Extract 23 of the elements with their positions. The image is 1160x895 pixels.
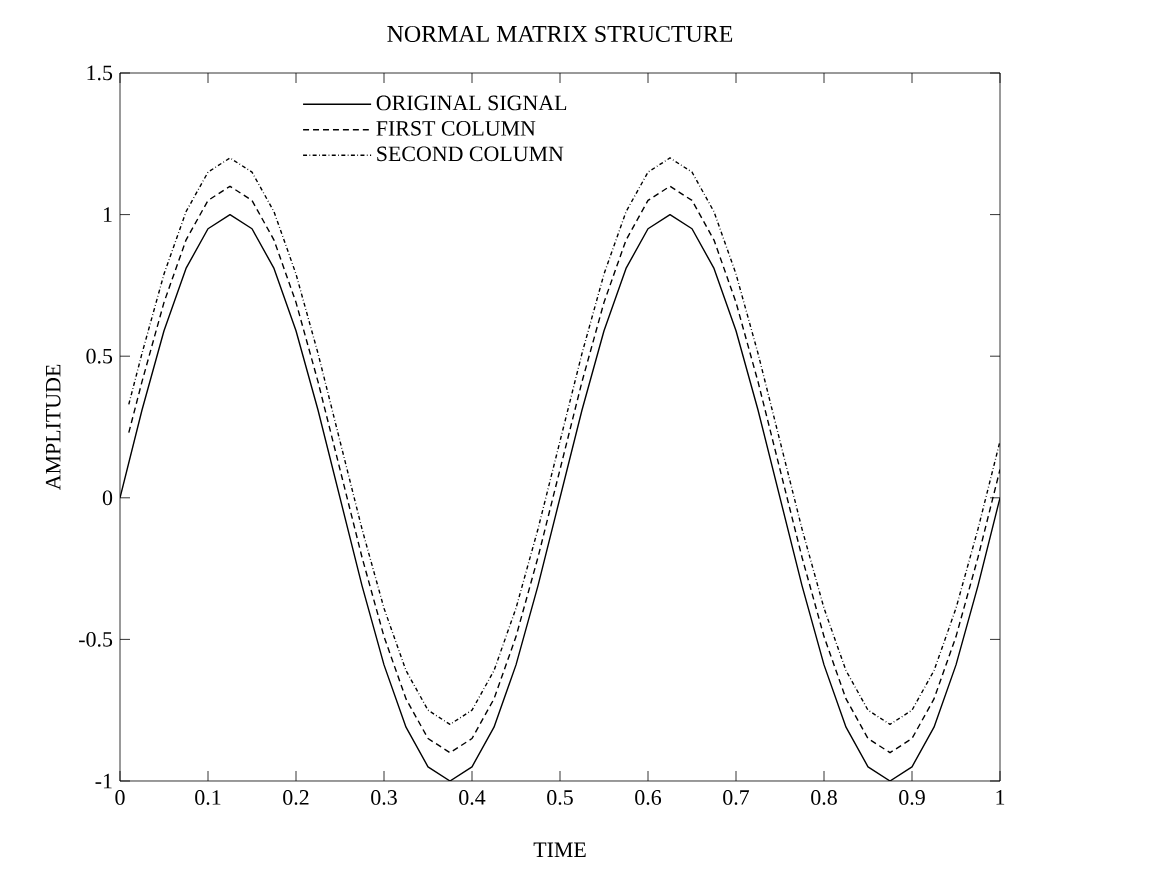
y-axis-title: AMPLITUDE: [45, 364, 61, 491]
legend-label: FIRST COLUMN: [376, 121, 536, 136]
chart-title: NORMAL MATRIX STRUCTURE: [387, 25, 733, 42]
y-tick-label: -1: [95, 773, 112, 789]
legend-label: SECOND COLUMN: [377, 146, 564, 162]
x-tick-label: 1: [996, 790, 1005, 805]
y-tick-label: 1.5: [87, 65, 113, 81]
x-tick-label: 0.1: [195, 790, 221, 805]
x-tick-label: 0.7: [723, 790, 750, 805]
x-tick-label: 0.8: [811, 790, 837, 805]
y-tick-label: 0.5: [86, 348, 113, 364]
x-tick-label: 0.9: [899, 790, 925, 805]
legend-label: ORIGINAL SIGNAL: [376, 95, 567, 111]
x-tick-label: 0.5: [547, 790, 573, 805]
y-tick-label: 0: [102, 490, 113, 506]
x-tick-label: 0: [115, 790, 125, 805]
x-tick-label: 0.3: [371, 790, 397, 805]
x-tick-label: 0.2: [283, 790, 309, 805]
x-axis-title: TIME: [533, 842, 586, 857]
x-tick-label: 0.4: [459, 790, 486, 805]
y-tick-label: 1: [103, 207, 112, 222]
y-tick-label: -0.5: [79, 631, 113, 647]
x-tick-label: 0.6: [635, 790, 662, 805]
